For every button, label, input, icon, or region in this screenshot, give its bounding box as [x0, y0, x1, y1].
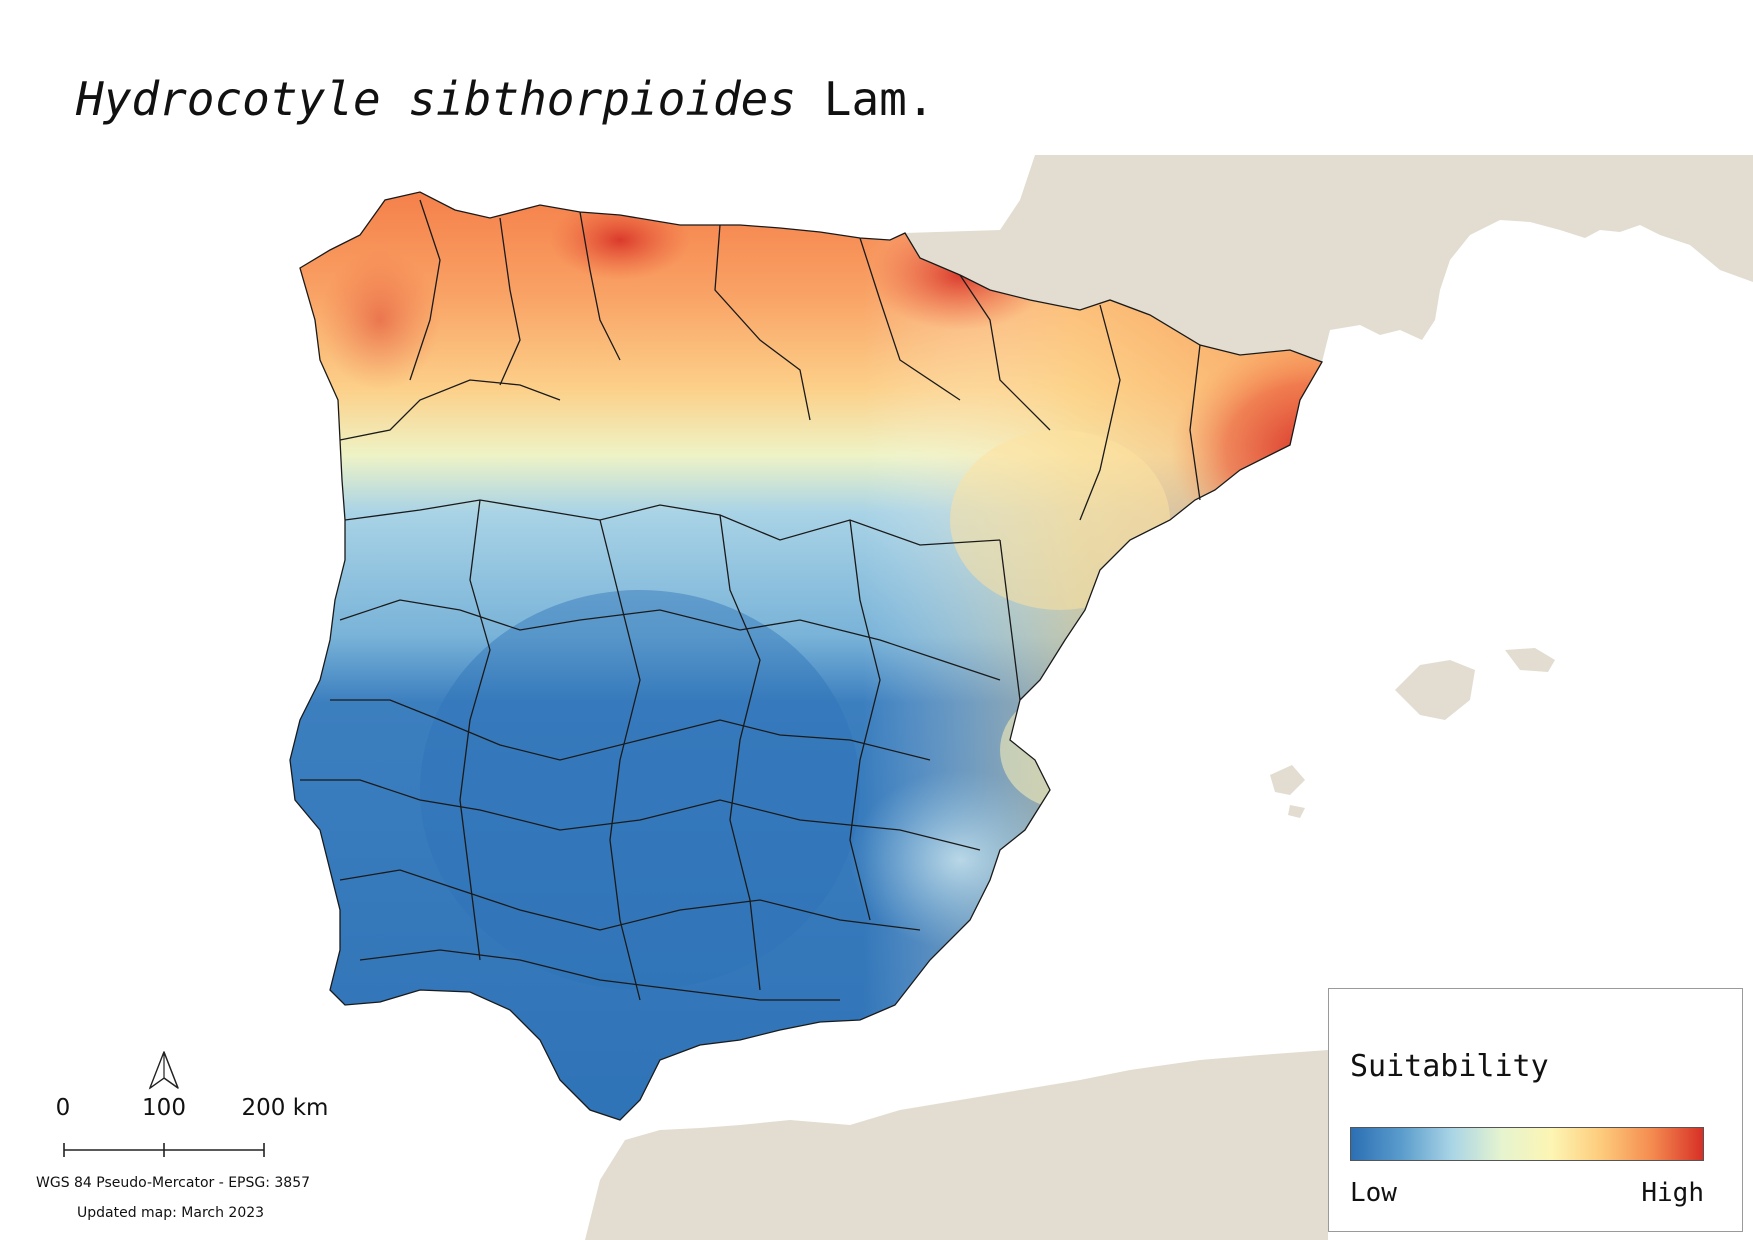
map-canvas[interactable]: [0, 155, 1753, 1240]
mallorca-land: [1395, 660, 1475, 720]
legend-high-label: High: [1641, 1178, 1704, 1208]
north-arrow-icon: [148, 1051, 179, 1090]
menorca-land: [1505, 648, 1555, 672]
map-svg: [0, 155, 1753, 1240]
france-land: [905, 155, 1753, 362]
legend-box: Suitability Low High: [1328, 988, 1743, 1232]
province-boundaries: [289, 191, 1323, 1121]
legend-low-label: Low: [1350, 1178, 1397, 1208]
ibiza-land: [1270, 765, 1305, 795]
legend-color-ramp: [1350, 1127, 1704, 1161]
scale-label-100: 100: [142, 1095, 186, 1121]
formentera-land: [1288, 805, 1305, 818]
species-author: Lam.: [823, 72, 935, 126]
scale-label-0: 0: [55, 1095, 71, 1121]
scale-label-200km: 200 km: [241, 1095, 329, 1121]
updated-date: Updated map: March 2023: [77, 1205, 265, 1221]
legend-title: Suitability: [1350, 1049, 1549, 1084]
crs-label: WGS 84 Pseudo-Mercator - EPSG: 3857: [36, 1175, 311, 1191]
species-name: Hydrocotyle sibthorpioides: [76, 72, 797, 126]
scale-line: [63, 1143, 265, 1157]
scale-bar: 0 100 200 km: [40, 1095, 360, 1157]
map-title: Hydrocotyle sibthorpioides Lam.: [76, 72, 935, 126]
north-africa-land: [585, 1050, 1328, 1240]
